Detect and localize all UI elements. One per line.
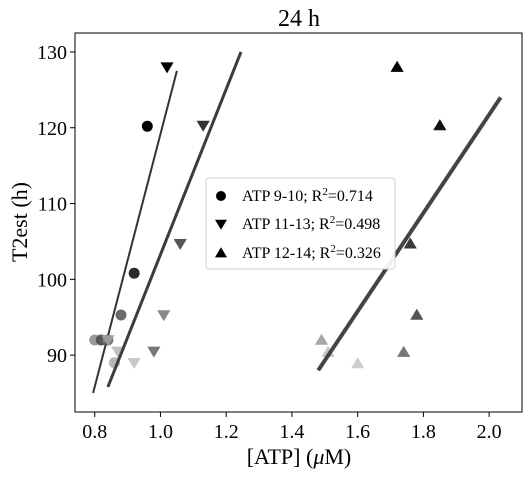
y-tick-label: 120 <box>37 118 67 140</box>
y-tick-label: 110 <box>38 194 67 216</box>
data-point-triangle-down <box>127 357 141 370</box>
data-point-triangle-up <box>390 60 404 72</box>
legend-label: ATP 12-14; R2=0.326 <box>242 243 381 262</box>
legend-marker-triangle-up <box>215 247 227 258</box>
data-point-triangle-up <box>433 119 447 131</box>
y-tick-label: 90 <box>47 345 67 367</box>
legend-box <box>205 177 396 270</box>
legend-label-superscript: 2 <box>330 214 336 226</box>
x-axis-label: [ATP] (μM) <box>247 444 352 469</box>
series-3 <box>314 60 503 372</box>
legend-label-value: =0.498 <box>335 216 380 233</box>
x-axis: 0.8 1.0 1.2 1.4 1.6 1.8 2.0 <box>82 412 502 443</box>
fit-line-2 <box>106 51 243 388</box>
series-2 <box>101 51 243 388</box>
data-point-triangle-down <box>196 120 210 132</box>
legend-label-superscript: 2 <box>330 243 336 255</box>
legend-marker-circle <box>216 191 226 201</box>
x-tick-label: 1.8 <box>411 421 436 443</box>
data-point-triangle-down <box>160 62 174 74</box>
axes-frame <box>74 32 523 413</box>
data-point-triangle-down <box>173 238 187 251</box>
chart-title: 24 h <box>278 6 320 32</box>
data-point-triangle-up <box>397 345 411 357</box>
x-tick-label: 0.8 <box>82 421 107 443</box>
legend-label-text: ATP 9-10; R <box>242 188 323 205</box>
legend-label-superscript: 2 <box>322 186 328 198</box>
x-tick-label: 2.0 <box>477 421 502 443</box>
legend-marker-triangle-down <box>215 219 227 230</box>
legend-label: ATP 9-10; R2=0.714 <box>242 186 373 205</box>
data-point-circle <box>115 309 127 321</box>
x-tick-label: 1.2 <box>214 421 239 443</box>
x-axis-label-mu: μ <box>312 444 324 469</box>
data-point-triangle-down <box>147 346 161 358</box>
y-axis: 90 100 110 120 130 <box>37 42 75 367</box>
y-tick-label: 100 <box>37 269 67 291</box>
x-tick-label: 1.4 <box>279 421 304 443</box>
legend-label-value: =0.326 <box>336 245 381 262</box>
x-axis-label-pre: [ATP] ( <box>247 444 314 469</box>
legend-label-text: ATP 11-13; R <box>242 216 330 233</box>
plot-area <box>89 51 503 394</box>
x-tick-label: 1.6 <box>345 421 370 443</box>
data-point-triangle-up <box>410 308 424 320</box>
legend-label-value: =0.714 <box>328 188 373 205</box>
data-point-triangle-down <box>157 310 171 322</box>
legend-label: ATP 11-13; R2=0.498 <box>242 214 380 233</box>
y-tick-label: 130 <box>37 42 67 64</box>
data-point-triangle-down <box>101 335 115 347</box>
data-point-circle <box>141 120 153 132</box>
data-point-triangle-up <box>351 357 365 369</box>
legend-label-text: ATP 12-14; R <box>242 245 331 262</box>
data-point-triangle-down <box>111 346 125 358</box>
data-point-triangle-up <box>314 333 329 345</box>
data-point-circle <box>128 267 140 279</box>
fit-line-3 <box>316 96 503 372</box>
x-axis-label-post: M) <box>324 444 351 469</box>
data-point-triangle-up <box>403 237 417 249</box>
y-axis-label: T2est (h) <box>7 182 32 262</box>
x-tick-label: 1.0 <box>148 421 173 443</box>
